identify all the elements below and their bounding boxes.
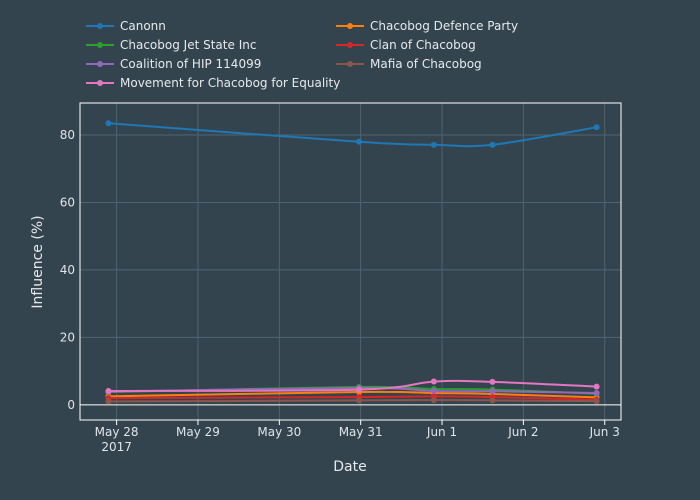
series-movement-for-chacobog-for-equality [105, 378, 600, 394]
legend-item-coalition-of-hip-114099[interactable]: Coalition of HIP 114099 [86, 57, 261, 71]
data-point[interactable] [593, 390, 600, 397]
data-point[interactable] [105, 120, 112, 127]
legend-item-clan-of-chacobog[interactable]: Clan of Chacobog [336, 38, 476, 52]
data-point[interactable] [430, 387, 437, 394]
y-tick-label: 0 [67, 398, 75, 412]
legend-item-mafia-of-chacobog[interactable]: Mafia of Chacobog [336, 57, 482, 71]
data-point[interactable] [430, 141, 437, 148]
legend-label: Movement for Chacobog for Equality [120, 76, 340, 90]
legend-swatch-marker [347, 42, 353, 48]
legend: Canonn Chacobog Defence Party Chacobog Jet… [86, 19, 518, 90]
x-tick-label: Jun 2 [507, 425, 538, 439]
y-tick-label: 40 [60, 263, 75, 277]
legend-swatch-marker [97, 80, 103, 86]
legend-item-canonn[interactable]: Canonn [86, 19, 166, 33]
legend-swatch-marker [97, 23, 103, 29]
y-axis-ticks: 0 20 40 60 80 [60, 128, 75, 412]
data-point[interactable] [356, 397, 363, 404]
x-tick-sublabel: 2017 [101, 440, 132, 454]
series-line [108, 122, 597, 148]
data-point[interactable] [593, 124, 600, 131]
series-line [108, 386, 597, 394]
legend-label: Chacobog Defence Party [370, 19, 518, 33]
series-line [108, 390, 597, 399]
series-line [108, 379, 597, 392]
legend-label: Clan of Chacobog [370, 38, 476, 52]
legend-swatch-marker [97, 42, 103, 48]
legend-label: Canonn [120, 19, 166, 33]
data-point[interactable] [430, 378, 437, 385]
y-tick-label: 80 [60, 128, 75, 142]
data-point[interactable] [489, 397, 496, 404]
plot-frame [79, 102, 622, 421]
data-point[interactable] [105, 387, 112, 394]
x-tick-label: Jun 1 [426, 425, 457, 439]
data-point[interactable] [430, 397, 437, 404]
legend-label: Mafia of Chacobog [370, 57, 482, 71]
legend-swatch-marker [347, 61, 353, 67]
series-group [105, 120, 600, 405]
series-line [108, 399, 597, 403]
y-axis-title: Influence (%) [30, 215, 46, 308]
x-tick-label: May 31 [339, 425, 383, 439]
y-tick-label: 20 [60, 330, 75, 344]
series-line [108, 395, 597, 401]
data-point[interactable] [356, 386, 363, 393]
x-tick-label: Jun 3 [589, 425, 620, 439]
data-point[interactable] [105, 398, 112, 405]
grid [80, 103, 621, 420]
data-point[interactable] [489, 388, 496, 395]
x-tick-label: May 29 [176, 425, 220, 439]
y-tick-label: 60 [60, 195, 75, 209]
legend-item-movement-for-chacobog-for-equality[interactable]: Movement for Chacobog for Equality [86, 76, 340, 90]
legend-item-chacobog-jet-state-inc[interactable]: Chacobog Jet State Inc [86, 38, 256, 52]
series-mafia-of-chacobog [105, 397, 600, 405]
data-point[interactable] [593, 383, 600, 390]
x-axis-title: Date [333, 459, 366, 475]
data-point[interactable] [489, 141, 496, 148]
legend-swatch-marker [347, 23, 353, 29]
legend-label: Coalition of HIP 114099 [120, 57, 261, 71]
series-canonn [105, 120, 600, 148]
data-point[interactable] [489, 378, 496, 385]
data-point[interactable] [356, 138, 363, 145]
data-point[interactable] [593, 398, 600, 405]
x-tick-label: May 30 [257, 425, 301, 439]
legend-item-chacobog-defence-party[interactable]: Chacobog Defence Party [336, 19, 518, 33]
legend-swatch-marker [97, 61, 103, 67]
legend-label: Chacobog Jet State Inc [120, 38, 256, 52]
x-tick-label: May 28 [95, 425, 139, 439]
